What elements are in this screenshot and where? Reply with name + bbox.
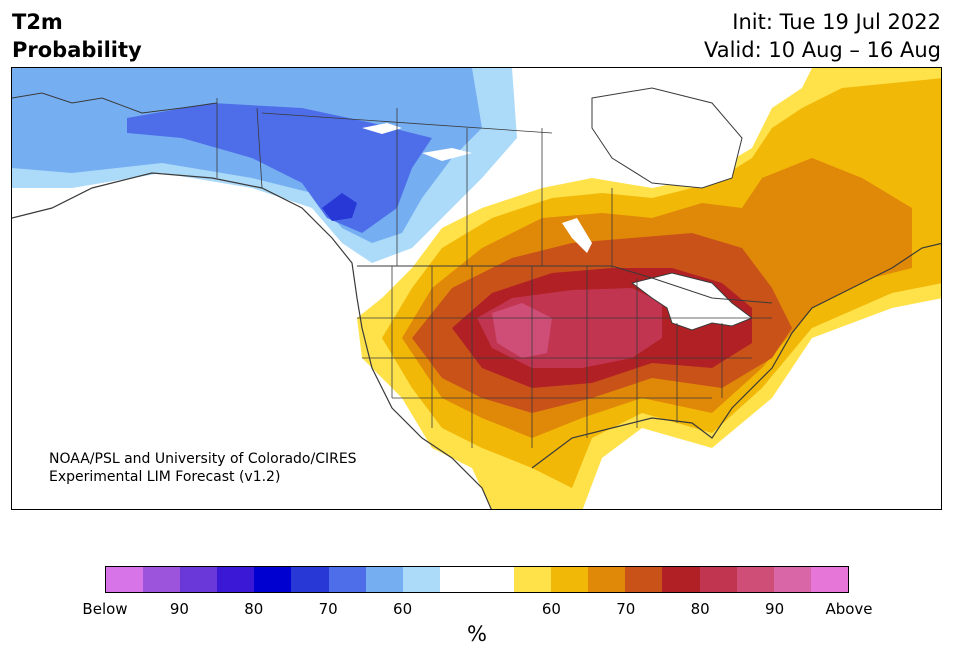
colorbar-segment [551,567,589,592]
colorbar-segment [514,567,552,592]
coastline-west [12,172,492,509]
title-field: Probability [12,38,142,62]
colorbar-segment [588,567,626,592]
colorbar-segment [476,567,515,592]
forecast-map: NOAA/PSL and University of Colorado/CIRE… [11,67,942,510]
great-slave-lakes [362,123,472,161]
colorbar [105,566,849,593]
colorbar-tick-label: 90 [765,600,785,618]
lake-winnipeg [562,218,592,253]
colorbar-tick-label: 80 [244,600,264,618]
valid-dates: Valid: 10 Aug – 16 Aug [703,38,941,62]
credit-line-2: Experimental LIM Forecast (v1.2) [49,469,281,485]
hudson-bay [591,87,743,189]
colorbar-tick-label: 70 [616,600,636,618]
colorbar-segment [106,567,144,592]
below-70-contour [322,193,357,221]
probability-map-svg [12,68,941,509]
colorbar-segment [217,567,255,592]
colorbar-unit: % [467,622,487,646]
colorbar-tick-label: 90 [169,600,189,618]
colorbar-tick-label: Below [82,600,128,618]
colorbar-tick-label: 60 [541,600,561,618]
init-date: Init: Tue 19 Jul 2022 [732,10,941,34]
province-boundaries [216,98,613,268]
below-60-contour [127,103,432,233]
colorbar-segment [402,567,440,592]
colorbar-segment [365,567,403,592]
colorbar-segment [439,567,477,592]
colorbar-segment [254,567,292,592]
colorbar-tick-label: 80 [690,600,710,618]
colorbar-segment [810,567,848,592]
colorbar-segment [773,567,811,592]
colorbar-tick-label: Above [825,600,873,618]
colorbar-segment [662,567,700,592]
colorbar-segment [143,567,181,592]
title-variable: T2m [12,10,63,34]
colorbar-segment [328,567,366,592]
colorbar-segment [625,567,663,592]
colorbar-tick-label: 70 [318,600,338,618]
forecast-dates: Init: Tue 19 Jul 2022 Valid: 10 Aug – 16… [704,8,941,64]
state-boundaries [357,266,772,448]
above-90-contour [492,303,552,358]
colorbar-tick-label: 60 [393,600,413,618]
colorbar-segment [180,567,218,592]
coastline-east [531,242,941,469]
map-title: T2m Probability [12,8,142,64]
colorbar-segment [291,567,329,592]
colorbar-segment [699,567,737,592]
colorbar-segment [736,567,774,592]
alaska-coast [12,92,218,114]
map-credit: NOAA/PSL and University of Colorado/CIRE… [49,450,357,486]
credit-line-1: NOAA/PSL and University of Colorado/CIRE… [49,451,357,467]
